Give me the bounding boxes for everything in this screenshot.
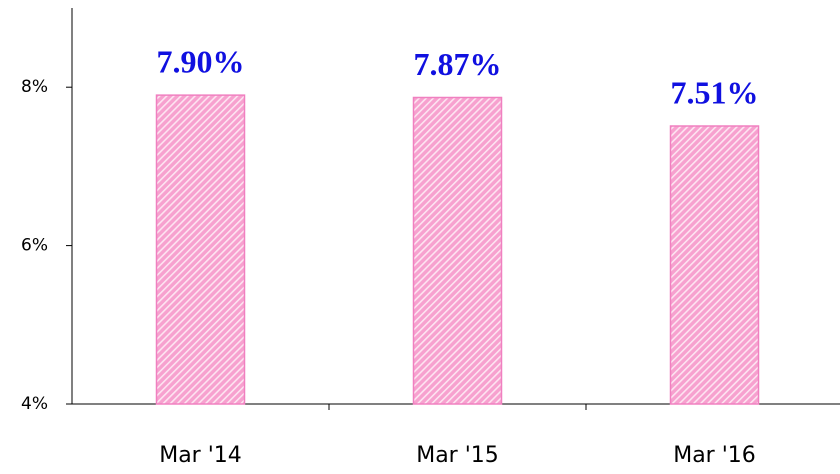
bar <box>412 96 503 405</box>
y-tick-label: 4% <box>21 394 48 414</box>
value-label: 7.87% <box>414 46 502 82</box>
value-label: 7.90% <box>157 43 245 79</box>
x-tick-label: Mar '15 <box>416 443 499 468</box>
x-tick-label: Mar '14 <box>159 443 242 468</box>
bar <box>669 125 760 405</box>
bar <box>155 94 246 405</box>
value-label: 7.51% <box>671 74 759 110</box>
y-tick-label: 6% <box>21 236 48 256</box>
y-tick-label: 8% <box>21 77 48 97</box>
x-tick-label: Mar '16 <box>673 443 756 468</box>
